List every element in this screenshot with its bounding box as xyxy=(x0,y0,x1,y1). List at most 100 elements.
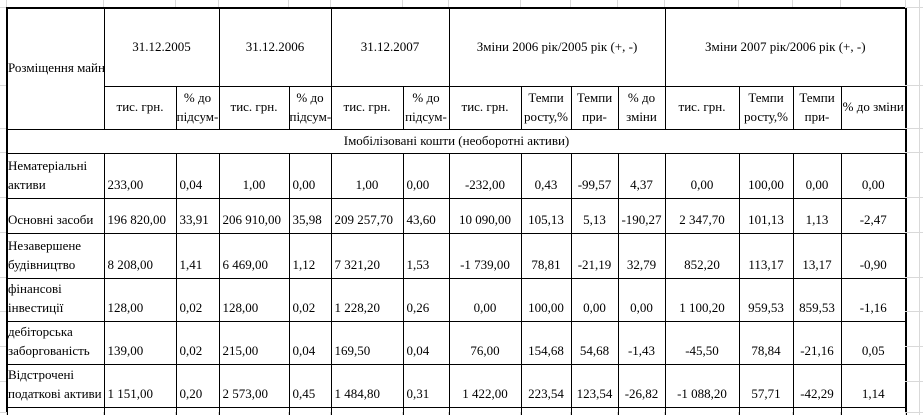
background-gridline xyxy=(905,381,923,382)
background-gridline xyxy=(103,412,104,415)
table-cell: 0,05 xyxy=(840,320,907,365)
background-gridline xyxy=(617,0,618,7)
background-gridline xyxy=(175,412,176,415)
background-gridline xyxy=(448,412,449,415)
background-gridline xyxy=(664,412,665,415)
sub-header-chg2-pct-change: % до зміни xyxy=(840,85,907,130)
background-gridline xyxy=(0,128,6,129)
table-cell: 1 228,20 xyxy=(330,277,404,322)
header-row-sub: тис. грн. % до підсум- тис. грн. % до пі… xyxy=(7,85,907,130)
table-cell: -190,27 xyxy=(617,197,666,234)
background-gridline xyxy=(0,311,6,312)
table-cell: 1 484,80 xyxy=(330,363,404,408)
table-row: Основні засоби 196 820,00 33,91 206 910,00 3… xyxy=(6,197,907,234)
background-gridline xyxy=(570,412,571,415)
background-gridline xyxy=(905,232,923,233)
table-row: фінансові інвестиції 128,00 0,02 128,00 0,02… xyxy=(6,277,907,322)
table-body: Імобілізовані кошти (необоротні активи) … xyxy=(6,128,907,415)
col-group-2007: 31.12.2007 xyxy=(330,7,450,87)
table-cell: 101,13 xyxy=(738,197,794,234)
background-gridline xyxy=(288,0,289,7)
background-gridline xyxy=(738,0,739,7)
table-cell: 4,65 xyxy=(570,406,619,415)
table-cell: 4,37 xyxy=(617,152,666,199)
table-cell: 57,71 xyxy=(738,363,794,408)
table-cell: 9 617,00 xyxy=(448,406,522,415)
background-gridline xyxy=(738,412,739,415)
table-cell: -181,35 xyxy=(617,406,666,415)
background-gridline xyxy=(617,412,618,415)
table-cell: 1,41 xyxy=(175,232,220,279)
table-cell: -21,19 xyxy=(570,232,619,279)
row-label: Відстрочені податкові активи xyxy=(6,363,105,408)
corner-header: Розміщення майна xyxy=(6,7,105,130)
table-cell: 0,02 xyxy=(175,277,220,322)
background-gridline xyxy=(792,412,793,415)
background-gridline xyxy=(905,277,923,278)
table-cell: 10 090,00 xyxy=(448,197,522,234)
table-cell: 0,26 xyxy=(402,277,450,322)
table-cell: 0,04 xyxy=(175,152,220,199)
background-gridline xyxy=(905,311,923,312)
background-gridline xyxy=(218,0,219,7)
table-cell: -1 739,00 xyxy=(448,232,522,279)
background-gridline xyxy=(664,0,665,7)
table-cell: 219 462,40 xyxy=(330,406,404,415)
table-cell: -26,82 xyxy=(617,363,666,408)
table-cell: 0,04 xyxy=(288,320,332,365)
table-cell: 0,00 xyxy=(570,277,619,322)
sub-header-chg1-growth: Темпи росту,% xyxy=(520,85,572,130)
table-cell: 139,00 xyxy=(103,320,177,365)
background-gridline xyxy=(905,197,923,198)
table-cell: -1,43 xyxy=(617,320,666,365)
table-cell: 78,84 xyxy=(738,320,794,365)
table-cell: 33,91 xyxy=(175,197,220,234)
table-cell: 215,00 xyxy=(218,320,290,365)
col-group-change-2007-2006: Зміни 2007 рік/2006 рік (+, -) xyxy=(664,7,907,87)
sub-header-chg1-ths: тис. грн. xyxy=(448,85,522,130)
sub-header-chg1-pct-change: % до зміни xyxy=(617,85,666,130)
background-gridline xyxy=(905,412,923,413)
background-gridline xyxy=(0,7,6,8)
table-cell: 852,20 xyxy=(664,232,740,279)
table-cell: 8 208,00 xyxy=(103,232,177,279)
sub-header-2005-pct: % до підсум- xyxy=(175,85,220,130)
table-cell: 0,00 xyxy=(664,152,740,199)
table-cell: 6 469,00 xyxy=(218,232,290,279)
table-cell: 1,12 xyxy=(288,232,332,279)
table-cell: 859,53 xyxy=(792,277,842,322)
table-cell: 233,00 xyxy=(103,152,177,199)
table-cell: 223,54 xyxy=(520,363,572,408)
background-gridline xyxy=(175,0,176,7)
table-cell: 959,53 xyxy=(738,277,794,322)
sub-header-2006-pct: % до підсум- xyxy=(288,85,332,130)
table-cell: 35,61 xyxy=(175,406,220,415)
col-group-2005: 31.12.2005 xyxy=(103,7,220,87)
sub-header-2006-ths: тис. грн. xyxy=(218,85,290,130)
table-cell: 100,00 xyxy=(520,277,572,322)
table-cell: 1,00 xyxy=(330,152,404,199)
table-cell: 32,79 xyxy=(617,232,666,279)
table-row: Відстрочені податкові активи 1 151,00 0,20… xyxy=(6,363,907,408)
table-cell: 2 573,00 xyxy=(218,363,290,408)
section-header: Імобілізовані кошти (необоротні активи) xyxy=(6,128,907,154)
table-cell: 209 257,70 xyxy=(330,197,404,234)
table-cell: 1,13 xyxy=(792,197,842,234)
background-gridline xyxy=(448,0,449,7)
background-gridline xyxy=(905,7,923,8)
table-row: Нематеріальні активи 233,00 0,04 1,00 0,00 1,… xyxy=(6,152,907,199)
background-gridline xyxy=(402,0,403,7)
table-cell: 0,00 xyxy=(448,277,522,322)
table-cell: 0,04 xyxy=(402,320,450,365)
row-label: фінансові інвестиції xyxy=(6,277,105,322)
sub-header-chg2-incr: Темпи при- xyxy=(792,85,842,130)
background-gridline xyxy=(0,232,6,233)
table-cell: 1,14 xyxy=(840,363,907,408)
table-cell: 54,68 xyxy=(570,320,619,365)
background-gridline xyxy=(905,0,906,7)
background-gridline xyxy=(103,0,104,7)
table-cell: 169,50 xyxy=(330,320,404,365)
table-cell: -2,47 xyxy=(840,197,907,234)
